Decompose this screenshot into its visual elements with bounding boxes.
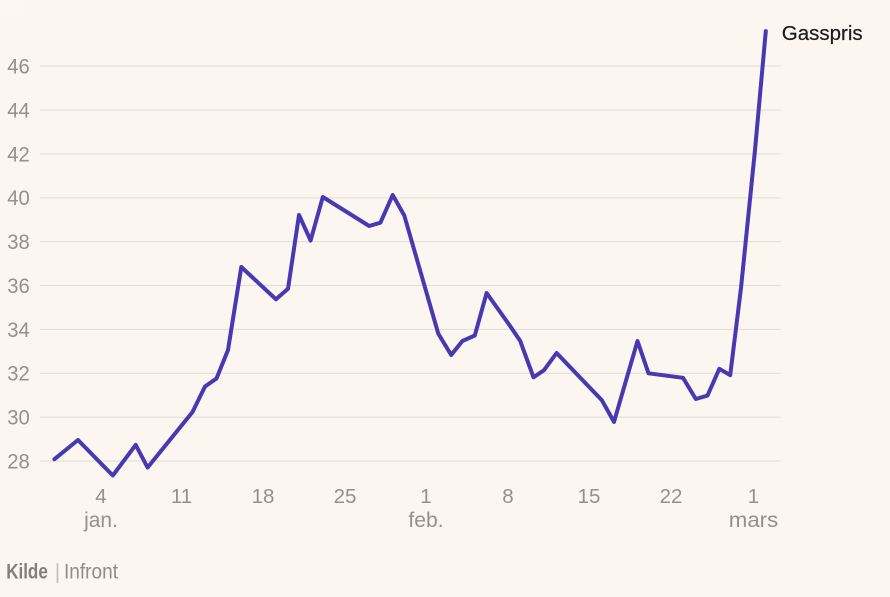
svg-text:11: 11: [171, 485, 192, 508]
svg-text:jan.: jan.: [83, 508, 118, 532]
svg-text:25: 25: [334, 485, 357, 508]
svg-text:28: 28: [7, 449, 30, 473]
svg-text:mars: mars: [729, 508, 778, 532]
svg-text:15: 15: [578, 485, 601, 508]
svg-text:46: 46: [7, 55, 30, 79]
svg-text:1: 1: [748, 485, 759, 508]
svg-text:30: 30: [7, 406, 30, 430]
svg-text:Kilde|Infront: Kilde | Infront: [6, 561, 118, 584]
svg-text:1: 1: [420, 485, 431, 508]
svg-text:8: 8: [502, 485, 513, 508]
svg-text:feb.: feb.: [408, 508, 443, 532]
svg-text:32: 32: [7, 362, 30, 386]
svg-text:4: 4: [95, 485, 106, 508]
svg-text:38: 38: [7, 230, 30, 254]
svg-text:22: 22: [660, 485, 683, 508]
svg-text:18: 18: [252, 485, 275, 508]
svg-text:42: 42: [7, 142, 30, 166]
svg-text:36: 36: [7, 274, 30, 298]
svg-text:34: 34: [7, 318, 30, 342]
svg-text:44: 44: [7, 98, 30, 122]
svg-text:40: 40: [7, 186, 30, 210]
svg-text:Gasspris: Gasspris: [782, 22, 863, 45]
